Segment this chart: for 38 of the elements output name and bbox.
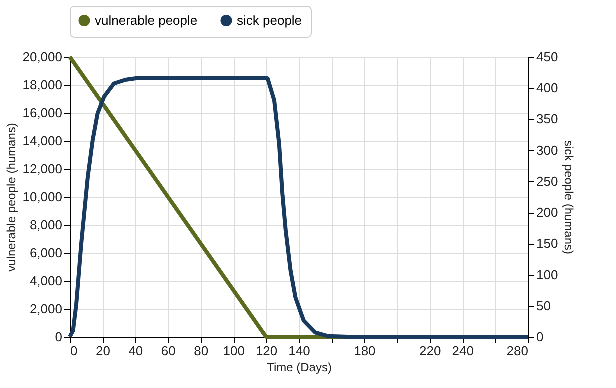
y-tick-label: 2,000 xyxy=(30,302,62,316)
legend-label: sick people xyxy=(237,12,302,28)
y2-tick-label: 250 xyxy=(536,174,558,189)
y2-tick-label: 100 xyxy=(536,267,558,282)
legend-label: vulnerable people xyxy=(95,12,198,28)
x-tick-label: 220 xyxy=(420,344,442,358)
y-tick-label: 16,000 xyxy=(22,106,62,120)
x-tick-label: 240 xyxy=(452,344,474,358)
y-tick-label: 12,000 xyxy=(22,162,62,176)
y2-tick-label: 0 xyxy=(536,330,544,344)
y-tick-label: 10,000 xyxy=(22,190,62,204)
x-tick-label: 80 xyxy=(194,344,209,358)
y2-tick-label: 200 xyxy=(536,205,558,220)
x-tick-label: 180 xyxy=(354,344,376,358)
y2-tick-label: 450 xyxy=(536,50,558,64)
y-tick-label: 8,000 xyxy=(30,218,62,232)
y-tick-label: 20,000 xyxy=(22,50,62,64)
y-tick-label: 18,000 xyxy=(22,78,62,92)
x-tick-label: 60 xyxy=(161,344,176,358)
y-tick-label: 4,000 xyxy=(30,274,62,288)
x-tick-label: 0 xyxy=(70,344,78,358)
x-tick-label: 140 xyxy=(288,344,310,358)
x-tick-label: 40 xyxy=(128,344,144,358)
y2-tick-label: 350 xyxy=(536,112,558,127)
y2-axis-title: sick people (humans) xyxy=(562,140,576,255)
y-tick-label: 14,000 xyxy=(22,134,62,148)
x-tick-label: 100 xyxy=(223,344,245,358)
x-axis-title: Time (Days) xyxy=(267,360,332,374)
y2-tick-label: 300 xyxy=(536,142,558,158)
y2-tick-label: 150 xyxy=(536,236,558,252)
x-tick-label: 20 xyxy=(96,344,110,358)
y-axis-title: vulnerable people (humans) xyxy=(4,123,19,272)
y2-tick-label: 400 xyxy=(536,80,558,96)
x-tick-label: 280 xyxy=(506,344,528,358)
y2-tick-label: 50 xyxy=(536,298,551,314)
y-tick-label: 0 xyxy=(55,330,62,344)
x-tick-label: 120 xyxy=(256,344,278,358)
y-tick-label: 6,000 xyxy=(30,246,62,260)
